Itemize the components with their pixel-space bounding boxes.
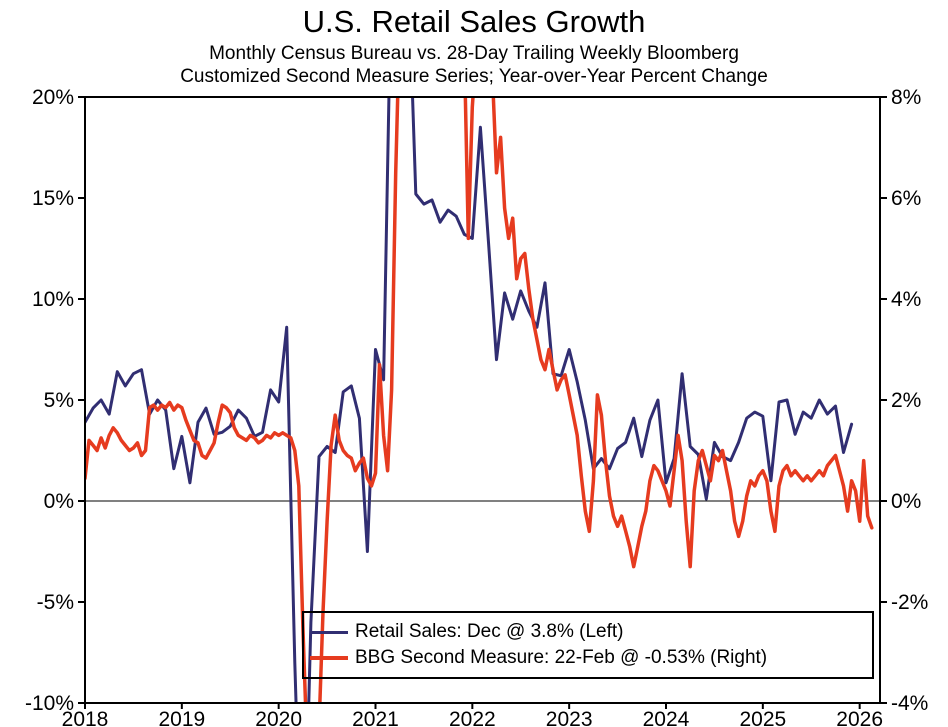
- right-axis-tick-label: 6%: [891, 187, 921, 210]
- left-axis-tick-label: 10%: [32, 288, 74, 311]
- right-axis-tick-label: 2%: [891, 389, 921, 412]
- x-axis-tick-label: 2020: [255, 708, 302, 727]
- x-axis-tick-label: 2023: [546, 708, 593, 727]
- bbg-second-measure-line-swatch: [310, 656, 348, 660]
- x-axis-tick-label: 2021: [352, 708, 399, 727]
- x-axis-tick-label: 2018: [62, 708, 109, 727]
- right-axis-tick-label: 4%: [891, 288, 921, 311]
- left-axis-tick-label: 20%: [32, 86, 74, 109]
- series-line-1: [85, 97, 874, 703]
- left-axis-tick-label: 5%: [44, 389, 74, 412]
- left-axis-tick-label: -10%: [25, 692, 74, 715]
- x-axis-tick-label: 2026: [836, 708, 883, 727]
- retail-sales-line-swatch: [310, 630, 348, 634]
- left-axis-tick-label: -5%: [37, 591, 74, 614]
- x-axis-tick-label: 2022: [449, 708, 496, 727]
- chart-title: U.S. Retail Sales Growth: [302, 4, 646, 39]
- legend-item-bbg-second-measure: BBG Second Measure: 22-Feb @ -0.53% (Rig…: [310, 647, 872, 669]
- left-axis-tick-label: 15%: [32, 187, 74, 210]
- right-axis-tick-label: 0%: [891, 490, 921, 513]
- legend-label-retail-sales: Retail Sales: Dec @ 3.8% (Left): [355, 621, 624, 642]
- legend-label-bbg-second-measure: BBG Second Measure: 22-Feb @ -0.53% (Rig…: [355, 647, 768, 668]
- x-axis-tick-label: 2024: [643, 708, 690, 727]
- chart-subtitle-line2: Customized Second Measure Series; Year-o…: [180, 66, 768, 87]
- right-axis-tick-label: -2%: [891, 591, 928, 614]
- chart-subtitle-line1: Monthly Census Bureau vs. 28-Day Trailin…: [209, 43, 739, 64]
- left-axis-tick-label: 0%: [44, 490, 74, 513]
- x-axis-tick-label: 2025: [739, 708, 786, 727]
- legend: Retail Sales: Dec @ 3.8% (Left) BBG Seco…: [302, 611, 874, 679]
- right-axis-tick-label: 8%: [891, 86, 921, 109]
- legend-item-retail-sales: Retail Sales: Dec @ 3.8% (Left): [310, 621, 872, 643]
- x-axis-tick-label: 2019: [158, 708, 205, 727]
- right-axis-tick-label: -4%: [891, 692, 928, 715]
